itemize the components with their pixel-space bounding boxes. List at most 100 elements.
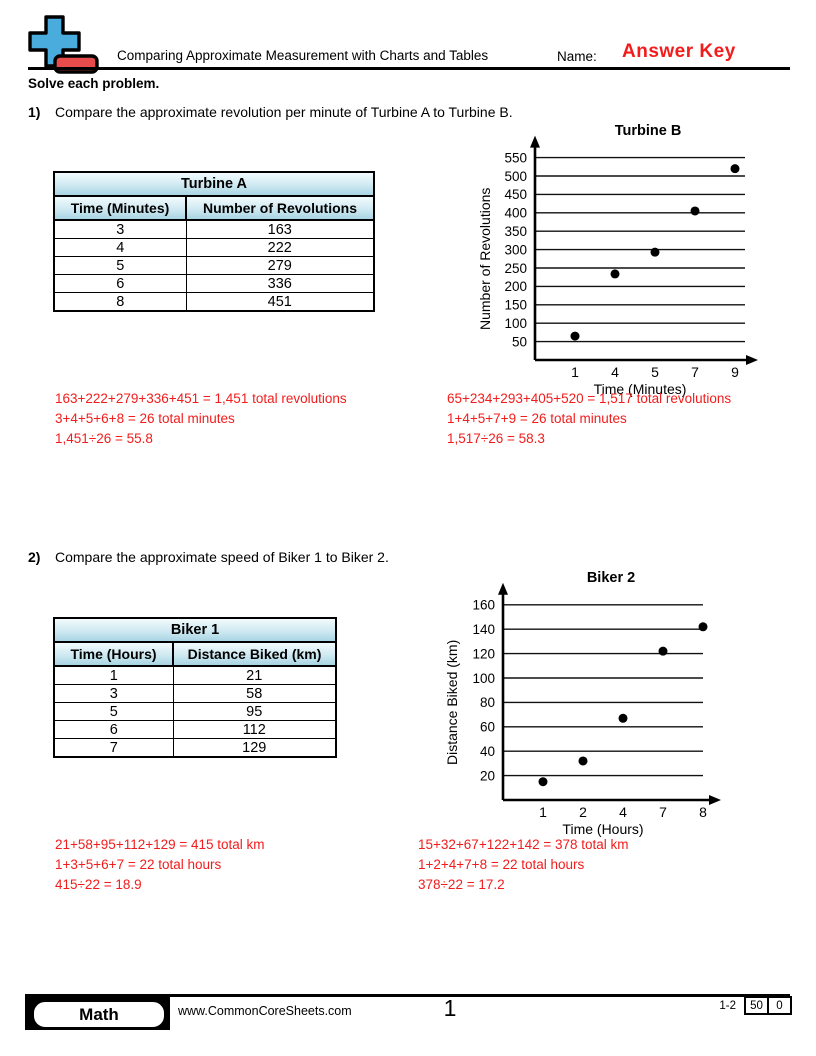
data-point (578, 756, 588, 766)
worksheet-title: Comparing Approximate Measurement with C… (117, 48, 489, 63)
x-tick-label: 4 (619, 804, 627, 820)
problem-2-number: 2) (28, 549, 41, 565)
answer-line: 378÷22 = 17.2 (418, 876, 505, 892)
table-header-row: Time (Minutes) Number of Revolutions (53, 195, 375, 221)
x-axis-label: Time (Minutes) (594, 381, 687, 397)
x-tick-label: 8 (699, 804, 707, 820)
chart-title: Biker 2 (587, 570, 635, 586)
y-tick-label: 100 (472, 671, 495, 686)
answer-line: 15+32+67+122+142 = 378 total km (418, 837, 629, 852)
subject-badge: Math (31, 999, 167, 1030)
table-cell: 279 (185, 256, 375, 275)
table-row: 3 58 (53, 684, 337, 703)
table-cell: 112 (172, 720, 337, 739)
x-tick-label: 5 (651, 364, 659, 380)
table-header-cell: Turbine A (53, 171, 375, 197)
answer-line: 1,451÷26 = 55.8 (55, 430, 153, 446)
answer-line: 21+58+95+112+129 = 415 total km (55, 837, 265, 852)
x-tick-label: 7 (691, 364, 699, 380)
x-tick-label: 1 (539, 804, 547, 820)
answer-line: 3+4+5+6+8 = 26 total minutes (55, 410, 235, 426)
table-cell: 336 (185, 274, 375, 293)
table-header-row: Time (Hours) Distance Biked (km) (53, 641, 337, 667)
answer-line: 1+4+5+7+9 = 26 total minutes (447, 410, 627, 426)
y-tick-label: 120 (472, 646, 495, 661)
table-cell: 6 (53, 274, 187, 293)
y-tick-label: 140 (472, 622, 495, 637)
turbine-b-chart: Turbine B5010015020025030035040045050055… (477, 123, 758, 397)
table-row: 1 21 (53, 665, 337, 685)
table-cell: 6 (53, 720, 174, 739)
data-point (730, 164, 740, 174)
x-tick-label: 2 (579, 804, 587, 820)
table-header-cell: Time (Hours) (53, 641, 174, 667)
table-cell: 3 (53, 219, 187, 239)
table-row: 6 112 (53, 720, 337, 739)
problem-1-number: 1) (28, 104, 41, 120)
table-cell: 58 (172, 684, 337, 703)
table-cell: 8 (53, 292, 187, 312)
y-tick-label: 350 (504, 224, 527, 239)
table-row: 4 222 (53, 238, 375, 257)
y-tick-label: 450 (504, 187, 527, 202)
table-cell: 451 (185, 292, 375, 312)
table-title-row: Turbine A (53, 171, 375, 197)
data-point (698, 622, 708, 632)
table-header-cell: Distance Biked (km) (172, 641, 337, 667)
table-header-cell: Biker 1 (53, 617, 337, 643)
y-tick-label: 300 (504, 242, 527, 257)
x-tick-label: 7 (659, 804, 667, 820)
data-point (538, 777, 548, 787)
table-row: 5 279 (53, 256, 375, 275)
turbine-a-table: Turbine A Time (Minutes) Number of Revolut… (53, 171, 375, 312)
table-row: 5 95 (53, 702, 337, 721)
answer-key-text: Answer Key (622, 41, 736, 62)
table-cell: 21 (172, 665, 337, 685)
table-row: 8 451 (53, 292, 375, 312)
y-tick-label: 200 (504, 279, 527, 294)
table-cell: 5 (53, 702, 174, 721)
answer-line: 1,517÷26 = 58.3 (447, 430, 545, 446)
answer-work-1-right: 65+234+293+405+520 = 1,517 total revolut… (447, 389, 731, 448)
y-axis-label: Number of Revolutions (477, 188, 493, 330)
chart-title: Turbine B (615, 123, 682, 139)
score-cell-total: 50 (744, 996, 769, 1015)
table-row: 3 163 (53, 219, 375, 239)
footer-divider (170, 994, 790, 997)
y-tick-label: 80 (480, 695, 495, 710)
score-cell-missed: 0 (769, 996, 792, 1015)
y-axis-arrow-icon (498, 582, 508, 595)
x-axis-label: Time (Hours) (562, 821, 643, 837)
y-tick-label: 400 (504, 206, 527, 221)
table-cell: 222 (185, 238, 375, 257)
website-text: www.CommonCoreSheets.com (178, 1004, 352, 1018)
answer-work-1-left: 163+222+279+336+451 = 1,451 total revolu… (55, 389, 347, 448)
table-row: 7 129 (53, 738, 337, 758)
table-cell: 5 (53, 256, 187, 275)
table-cell: 1 (53, 665, 174, 685)
instructions-text: Solve each problem. (28, 76, 160, 91)
answer-line: 65+234+293+405+520 = 1,517 total revolut… (447, 391, 732, 406)
data-point (618, 713, 628, 723)
x-tick-label: 1 (571, 364, 579, 380)
name-label: Name: (557, 49, 597, 64)
y-tick-label: 160 (472, 598, 495, 613)
problem-1-question: Compare the approximate revolution per m… (55, 104, 513, 120)
table-row: 6 336 (53, 274, 375, 293)
y-axis-arrow-icon (530, 135, 540, 148)
answer-line: 1+3+5+6+7 = 22 total hours (55, 856, 222, 872)
table-header-cell: Time (Minutes) (53, 195, 187, 221)
y-tick-label: 150 (504, 298, 527, 313)
answer-line: 163+222+279+336+451 = 1,451 total revolu… (55, 391, 347, 406)
x-axis-arrow-icon (746, 355, 758, 365)
y-tick-label: 250 (504, 261, 527, 276)
y-tick-label: 20 (480, 768, 495, 783)
data-point (690, 206, 700, 216)
data-point (610, 269, 620, 279)
y-tick-label: 40 (480, 744, 495, 759)
y-tick-label: 550 (504, 150, 527, 165)
x-tick-label: 4 (611, 364, 619, 380)
table-cell: 7 (53, 738, 174, 758)
x-axis-arrow-icon (709, 795, 721, 805)
